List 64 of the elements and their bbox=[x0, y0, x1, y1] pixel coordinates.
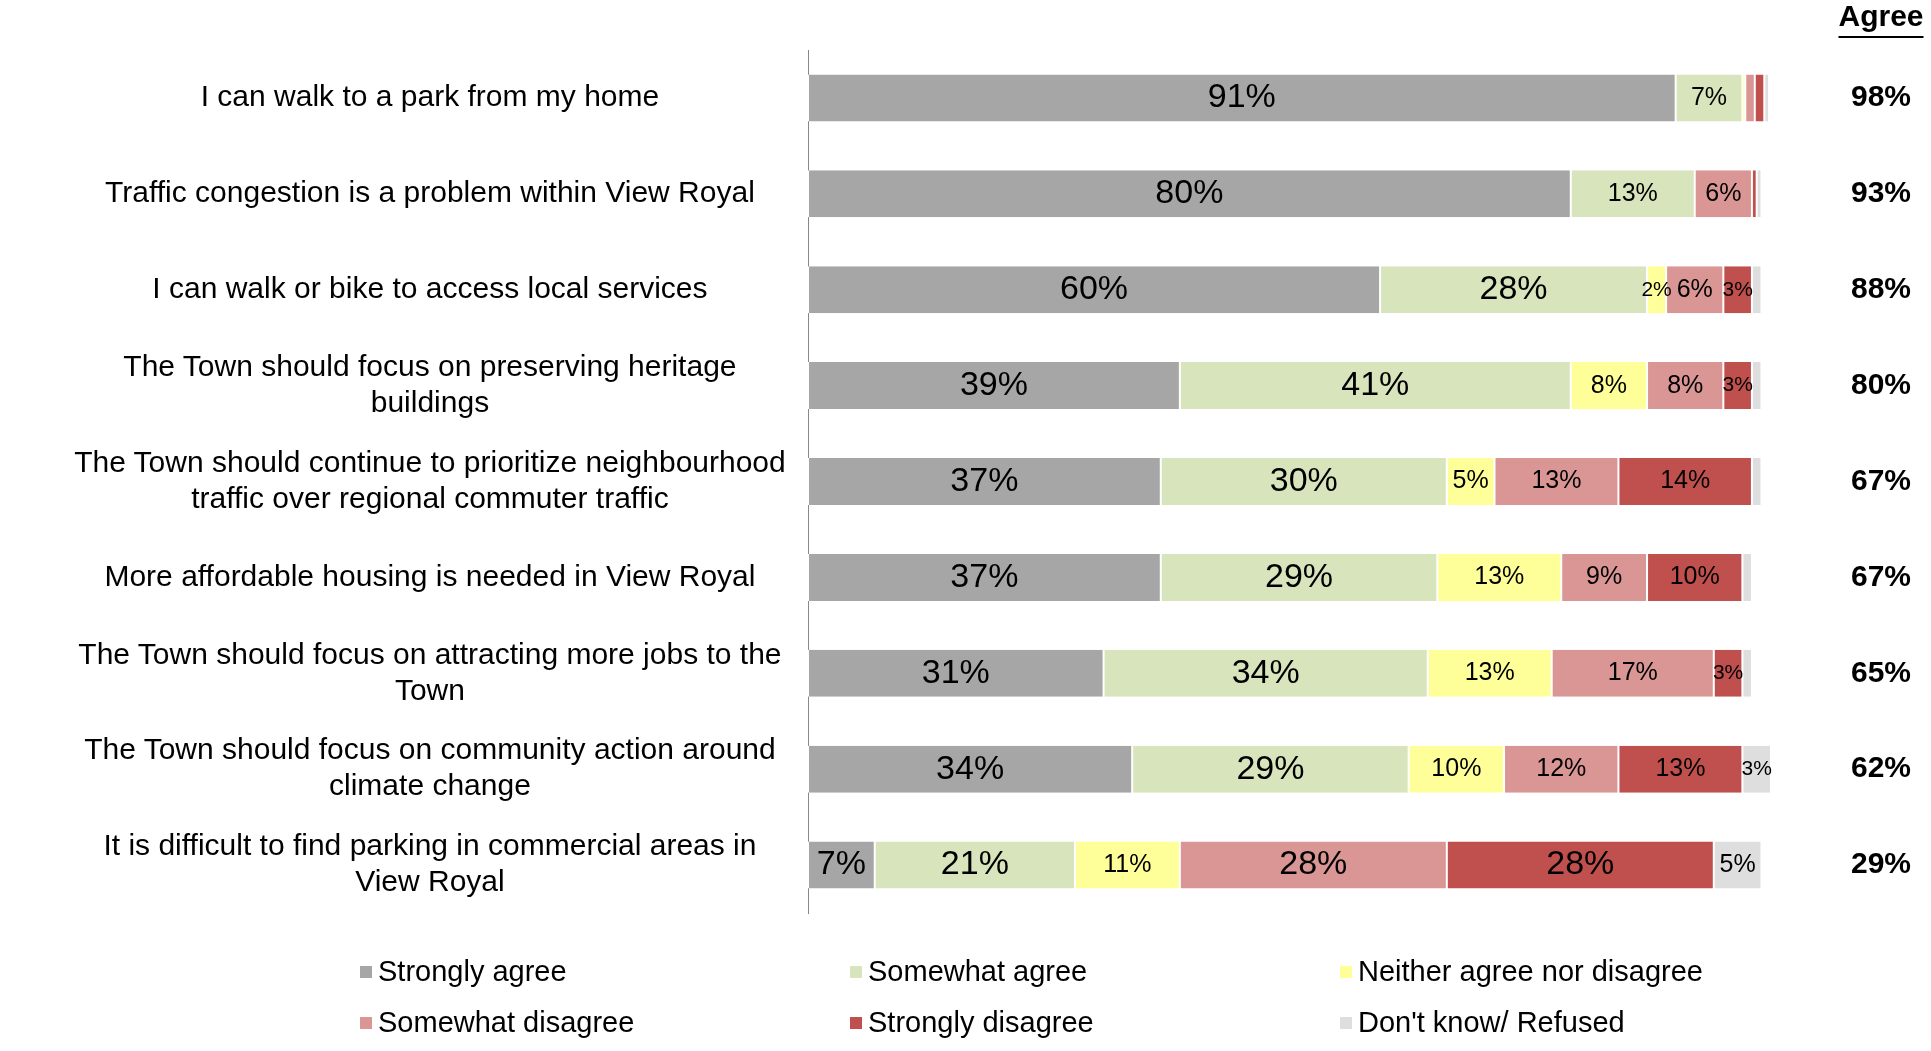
data-label: 28% bbox=[1546, 843, 1615, 882]
legend-label: Somewhat disagree bbox=[378, 1006, 635, 1039]
data-label: 7% bbox=[816, 843, 866, 882]
legend-label: Strongly agree bbox=[378, 955, 567, 988]
data-label: 29% bbox=[1265, 555, 1334, 594]
data-label: 29% bbox=[1236, 747, 1305, 786]
data-label: 6% bbox=[1676, 273, 1713, 302]
text: 65% bbox=[1850, 654, 1912, 688]
text: 93% bbox=[1850, 175, 1912, 209]
data-label: 13% bbox=[1531, 465, 1582, 494]
data-label: 12% bbox=[1536, 753, 1587, 782]
y-tick-label: Traffic congestion is a problem within View Royal bbox=[105, 175, 755, 209]
text: 67% bbox=[1850, 462, 1912, 496]
data-label: 13% bbox=[1474, 561, 1525, 590]
text: 62% bbox=[1850, 750, 1912, 784]
data-label: 37% bbox=[950, 555, 1019, 594]
y-tick-label: I can walk to a park from my home bbox=[200, 79, 660, 113]
data-label: 13% bbox=[1464, 657, 1515, 686]
data-label: 17% bbox=[1607, 657, 1658, 686]
data-label: 13% bbox=[1607, 177, 1658, 206]
data-label: 10% bbox=[1431, 753, 1482, 782]
y-tick-label: I can walk or bike to access local services bbox=[152, 270, 708, 304]
data-label: 39% bbox=[959, 363, 1028, 402]
data-label: 10% bbox=[1669, 561, 1720, 590]
data-label: 8% bbox=[1667, 369, 1704, 398]
data-label: 2% bbox=[1641, 276, 1672, 300]
data-label: 9% bbox=[1586, 561, 1623, 590]
data-label: 21% bbox=[940, 843, 1009, 882]
y-tick-label: The Town should focus on community action around climate change bbox=[84, 732, 776, 802]
data-label: 6% bbox=[1705, 177, 1742, 206]
legend-label: Somewhat agree bbox=[868, 955, 1088, 988]
legend-label: Strongly disagree bbox=[868, 1006, 1094, 1039]
data-label: 3% bbox=[1741, 755, 1772, 779]
data-label: 7% bbox=[1690, 81, 1728, 110]
data-label: 41% bbox=[1341, 363, 1410, 402]
data-label: 34% bbox=[936, 747, 1005, 786]
text: Agree bbox=[1838, 0, 1924, 33]
text: 67% bbox=[1850, 558, 1912, 592]
text: 98% bbox=[1850, 79, 1912, 113]
data-label: 14% bbox=[1660, 465, 1711, 494]
data-label: 34% bbox=[1231, 651, 1300, 690]
text: 29% bbox=[1850, 846, 1912, 880]
data-label: 37% bbox=[950, 459, 1019, 498]
text: 80% bbox=[1850, 366, 1912, 400]
data-label: 8% bbox=[1590, 369, 1627, 398]
y-tick-label: The Town should continue to prioritize neighbourhood traffic over regional commuter traffic bbox=[74, 444, 786, 514]
legend-label: Don't know/ Refused bbox=[1358, 1006, 1625, 1039]
legend-label: Neither agree nor disagree bbox=[1358, 955, 1703, 988]
data-label: 80% bbox=[1155, 172, 1224, 211]
y-tick-label: The Town should focus on preserving heritage buildings bbox=[123, 348, 737, 418]
y-tick-label: It is difficult to find parking in commercial areas in View Royal bbox=[103, 828, 757, 898]
data-label: 11% bbox=[1103, 848, 1152, 877]
data-label: 5% bbox=[1719, 848, 1756, 877]
y-tick-label: The Town should focus on attracting more jobs to the Town bbox=[78, 636, 782, 706]
y-tick-label: More affordable housing is needed in View Royal bbox=[104, 558, 756, 592]
data-label: 28% bbox=[1479, 268, 1548, 307]
data-label: 91% bbox=[1207, 76, 1276, 115]
data-label: 28% bbox=[1279, 843, 1348, 882]
data-label: 30% bbox=[1269, 459, 1338, 498]
text: 88% bbox=[1850, 270, 1912, 304]
data-label: 5% bbox=[1452, 465, 1489, 494]
data-label: 60% bbox=[1060, 268, 1129, 307]
data-label: 13% bbox=[1655, 753, 1706, 782]
data-label: 31% bbox=[921, 651, 990, 690]
